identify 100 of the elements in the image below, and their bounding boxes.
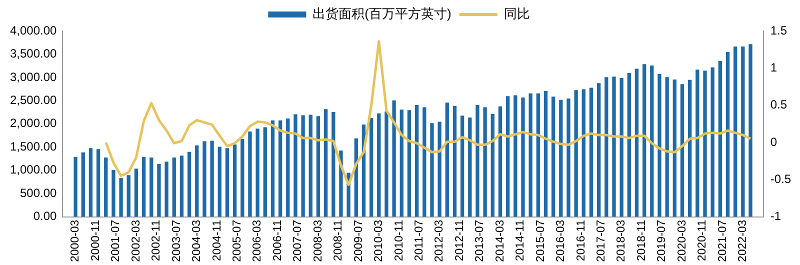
bar: [225, 148, 230, 217]
bar: [316, 116, 320, 217]
bar: [74, 157, 78, 217]
x-tick-label: 2020-11: [696, 220, 709, 262]
bar: [566, 98, 570, 217]
bar: [270, 120, 275, 217]
x-tick-label: 2006-03: [252, 220, 264, 262]
bar: [658, 74, 662, 217]
y-tick-label: 3,000.00: [10, 70, 58, 84]
bar: [650, 66, 654, 217]
y-tick-label: 1,500.00: [10, 139, 58, 154]
bar: [582, 89, 586, 217]
x-tick-label: 2011-07: [414, 220, 426, 262]
bar: [665, 77, 669, 217]
y-tick-label: 2,000.00: [10, 116, 58, 130]
bar: [240, 138, 244, 217]
legend-label: 出货面积(百万平方英寸): [312, 6, 452, 22]
y-tick-label: 1,000.00: [10, 162, 58, 177]
y-tick-label: 2,500.00: [10, 92, 58, 107]
x-tick-label: 2018-03: [616, 220, 628, 262]
bar: [589, 88, 594, 217]
bar: [483, 107, 487, 217]
bar: [308, 114, 312, 217]
x-tick-label: 2012-11: [454, 220, 466, 262]
bar: [286, 118, 290, 217]
bar: [430, 123, 434, 217]
bar: [612, 76, 616, 217]
bar: [332, 112, 336, 217]
bar: [278, 120, 282, 217]
bar: [672, 79, 676, 217]
bar: [407, 110, 412, 217]
bar: [294, 114, 298, 217]
bar: [596, 83, 601, 217]
x-tick-label: 2013-07: [474, 220, 486, 262]
bar: [438, 122, 442, 217]
x-tick-label: 2022-03: [737, 220, 750, 262]
bar: [172, 157, 176, 217]
bar: [604, 77, 608, 217]
bar: [680, 84, 684, 217]
bar: [96, 149, 100, 217]
bar: [620, 78, 624, 217]
bar: [119, 178, 123, 217]
x-tick-label: 2003-07: [170, 220, 183, 262]
x-tick-label: 2001-07: [110, 220, 122, 262]
bar: [112, 170, 116, 217]
x-tick-label: 2014-03: [494, 220, 506, 262]
bar: [642, 64, 646, 217]
bar: [263, 127, 267, 217]
bar: [202, 141, 206, 217]
bar: [218, 146, 222, 217]
x-tick-label: 2010-03: [373, 220, 386, 262]
bar: [574, 90, 578, 217]
bar: [142, 157, 146, 217]
bar: [104, 157, 108, 217]
bar: [126, 175, 130, 217]
bar: [81, 152, 85, 217]
x-tick-label: 2019-07: [656, 220, 668, 262]
x-tick-label: 2010-11: [393, 220, 406, 262]
bar: [627, 72, 631, 217]
bar: [164, 162, 168, 217]
x-tick-label: 2004-03: [191, 220, 204, 262]
bar: [324, 109, 328, 217]
x-tick-label: 2012-03: [434, 220, 446, 262]
bar: [377, 113, 381, 217]
bar: [180, 156, 184, 217]
x-tick-label: 2002-03: [130, 220, 142, 262]
bar: [741, 46, 745, 217]
bar: [460, 116, 464, 217]
bar: [634, 68, 639, 217]
bar: [476, 104, 480, 217]
bar: [551, 96, 556, 217]
bar: [232, 144, 237, 217]
bar: [392, 100, 396, 217]
y2-tick-label: 1.5: [770, 23, 788, 38]
x-tick-label: 2018-11: [636, 220, 648, 262]
bar: [187, 152, 192, 217]
y-tick-label: 3,500.00: [10, 46, 58, 61]
bar: [248, 131, 252, 217]
y-tick-label: 0.00: [33, 209, 58, 224]
x-tick-label: 2021-07: [716, 220, 729, 262]
y2-tick-label: 0.5: [770, 98, 788, 112]
bar: [506, 96, 510, 217]
bar: [414, 104, 419, 217]
x-tick-label: 2000-03: [70, 220, 82, 262]
bar: [88, 148, 93, 217]
bar: [726, 52, 730, 217]
bar: [688, 80, 692, 217]
bar: [150, 157, 154, 217]
bar: [134, 168, 138, 217]
x-tick-label: 2000-11: [90, 220, 102, 262]
bar: [733, 46, 738, 217]
bar: [384, 111, 388, 217]
x-tick-label: 2007-07: [292, 220, 304, 262]
bar: [490, 114, 494, 217]
x-tick-label: 2008-03: [312, 220, 324, 262]
x-tick-label: 2017-07: [596, 220, 608, 262]
x-tick-label: 2002-11: [150, 220, 163, 262]
bar: [422, 107, 426, 217]
x-tick-label: 2005-07: [232, 220, 244, 262]
bar: [559, 100, 563, 217]
